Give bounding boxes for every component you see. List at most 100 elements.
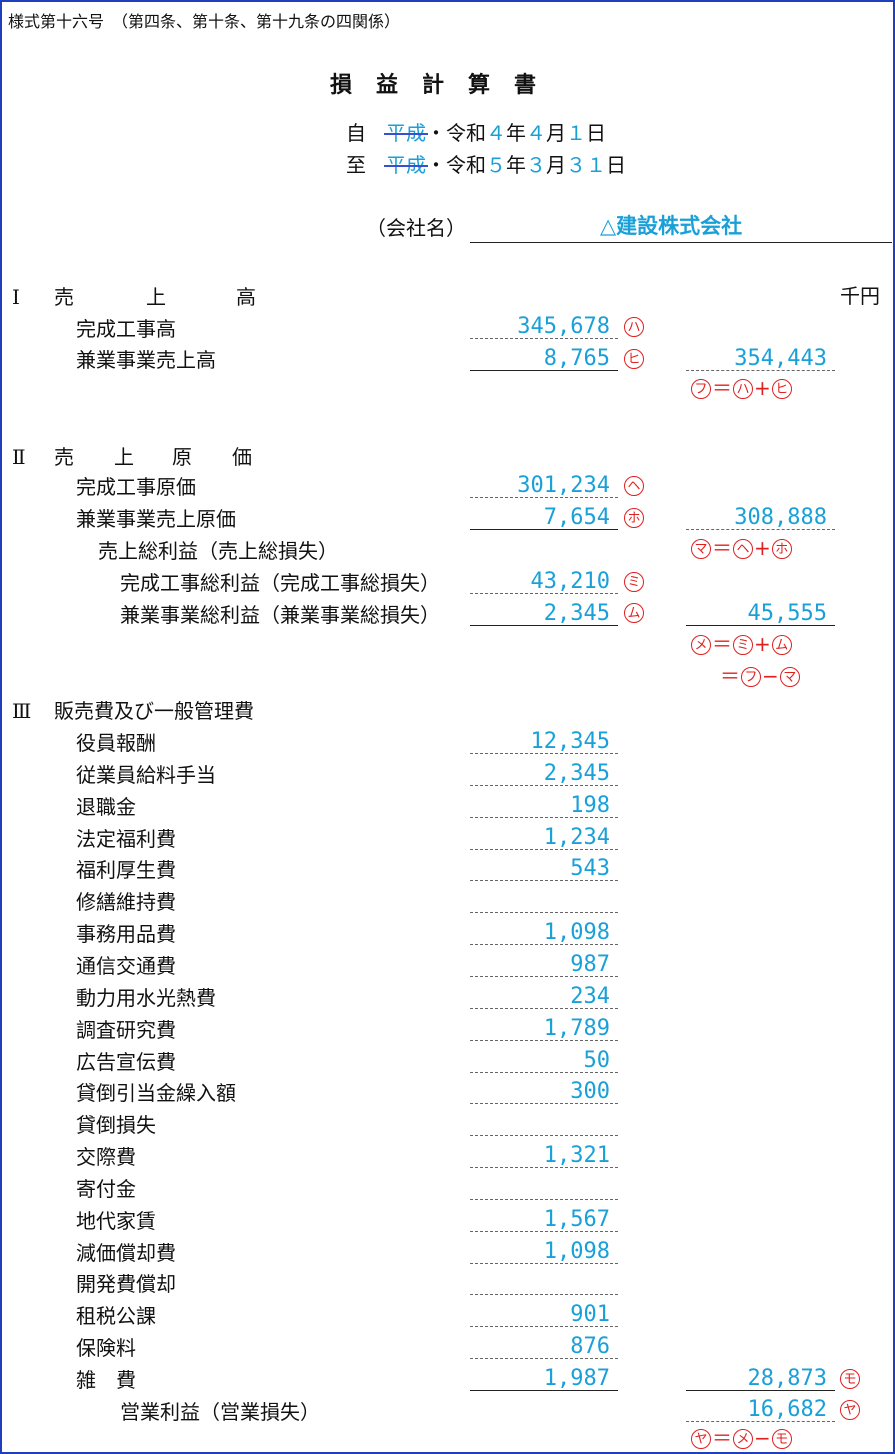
- period-to: 至 平成・令和５年３月３１日: [346, 155, 626, 175]
- amount-value: 301,234: [517, 473, 610, 498]
- gross-profit-label: 売上総利益（売上総損失）: [98, 539, 338, 563]
- row-rule: [470, 1135, 618, 1136]
- subtotal-rule: [470, 529, 618, 530]
- row-rule: [470, 1294, 618, 1295]
- section-roman: Ⅲ: [12, 699, 32, 723]
- section-heading: 販売費及び一般管理費: [54, 699, 254, 723]
- circled-mark: ム: [624, 603, 644, 623]
- expense-value: 901: [570, 1302, 610, 1327]
- total-rule: [686, 529, 835, 530]
- section-heading-char: 上: [114, 445, 134, 469]
- subtotal-rule: [470, 1390, 618, 1391]
- expense-value: 1,234: [543, 825, 610, 850]
- formula-mark: フ: [691, 378, 711, 399]
- gross-total: 45,555: [747, 601, 827, 626]
- cost-total: 308,888: [734, 505, 827, 530]
- formula-operator: ＝: [712, 536, 732, 560]
- expense-value: 1,789: [543, 1016, 610, 1041]
- expense-label: 福利厚生費: [76, 858, 176, 882]
- circled-mark: モ: [840, 1369, 860, 1389]
- gross-formula-2: ＝フ − マ: [720, 666, 801, 688]
- formula-operator: ＝: [712, 1426, 732, 1450]
- formula-mark: ホ: [771, 538, 792, 559]
- row-rule: [470, 1263, 618, 1264]
- formula-mark: ハ: [733, 378, 753, 399]
- expense-value: 234: [570, 984, 610, 1009]
- line-item-label: 完成工事高: [76, 317, 176, 341]
- month-value: ３: [526, 153, 546, 177]
- formula-mark: メ: [733, 1428, 753, 1449]
- month-unit: 月: [546, 121, 566, 145]
- expense-label: 役員報酬: [76, 731, 156, 755]
- expense-label: 貸倒引当金繰入額: [76, 1081, 236, 1105]
- line-item-label: 完成工事総利益（完成工事総損失）: [120, 571, 440, 595]
- expense-label: 退職金: [76, 795, 136, 819]
- expense-value: 12,345: [530, 729, 610, 754]
- section-heading-char: 上: [146, 285, 166, 309]
- total-rule: [686, 370, 835, 371]
- expense-label: 広告宣伝費: [76, 1050, 176, 1074]
- sga-total: 28,873: [747, 1366, 827, 1391]
- expense-value: 198: [570, 793, 610, 818]
- day-value: ３１: [566, 153, 606, 177]
- section-heading-char: 高: [236, 285, 256, 309]
- company-label: （会社名）: [366, 216, 466, 240]
- row-rule: [470, 785, 618, 786]
- sales-total: 354,443: [734, 346, 827, 371]
- circled-mark: ミ: [624, 572, 644, 592]
- formula-mark: モ: [771, 1428, 792, 1449]
- operating-profit-label: 営業利益（営業損失）: [120, 1400, 320, 1424]
- circled-mark: ホ: [624, 508, 644, 528]
- page-title: 損 益 計 算 書: [330, 72, 538, 98]
- row-rule: [470, 753, 618, 754]
- company-underline: [470, 242, 892, 243]
- section-heading-char: 価: [232, 445, 252, 469]
- line-item-label: 兼業事業売上高: [76, 348, 216, 372]
- period-from: 自 平成・令和４年４月１日: [346, 123, 606, 143]
- formula-mark: マ: [691, 538, 711, 559]
- row-rule: [470, 1358, 618, 1359]
- expense-value: 987: [570, 952, 610, 977]
- row-rule: [470, 912, 618, 913]
- expense-label: 交際費: [76, 1145, 136, 1169]
- section-heading-char: 売: [54, 445, 74, 469]
- line-item-label: 兼業事業売上原価: [76, 507, 236, 531]
- expense-value: 1,567: [543, 1207, 610, 1232]
- era-current: ・令和: [426, 153, 486, 177]
- expense-value: 543: [570, 856, 610, 881]
- expense-label: 従業員給料手当: [76, 763, 216, 787]
- amount-value: 2,345: [543, 601, 610, 626]
- era-struck: 平成: [386, 153, 426, 177]
- expense-label: 通信交通費: [76, 954, 176, 978]
- row-rule: [470, 944, 618, 945]
- circled-mark: ヒ: [624, 349, 644, 369]
- section-roman: Ⅰ: [12, 285, 20, 309]
- formula-mark: ヒ: [771, 378, 792, 399]
- row-rule: [470, 880, 618, 881]
- expense-value: 876: [570, 1334, 610, 1359]
- row-rule: [470, 1231, 618, 1232]
- row-rule: [470, 1103, 618, 1104]
- cost-formula: マ＝ヘ + ホ: [690, 538, 793, 560]
- day-unit: 日: [606, 153, 626, 177]
- row-rule: [470, 1040, 618, 1041]
- expense-label: 調査研究費: [76, 1018, 176, 1042]
- period-label: 自: [346, 121, 366, 145]
- formula-operator: ＝: [712, 376, 732, 400]
- row-rule: [470, 1167, 618, 1168]
- year-unit: 年: [506, 153, 526, 177]
- row-rule: [470, 1072, 618, 1073]
- sales-formula: フ＝ハ + ヒ: [690, 378, 793, 400]
- amount-value: 7,654: [543, 505, 610, 530]
- circled-mark: ハ: [624, 317, 644, 337]
- company-name: △建設株式会社: [600, 214, 743, 238]
- formula-mark: マ: [779, 666, 800, 687]
- operating-profit-value: 16,682: [747, 1397, 827, 1422]
- row-rule: [470, 817, 618, 818]
- row-rule: [470, 849, 618, 850]
- amount-value: 8,765: [543, 346, 610, 371]
- expense-value: 1,987: [543, 1366, 610, 1391]
- expense-label: 貸倒損失: [76, 1113, 156, 1137]
- total-rule: [686, 625, 835, 626]
